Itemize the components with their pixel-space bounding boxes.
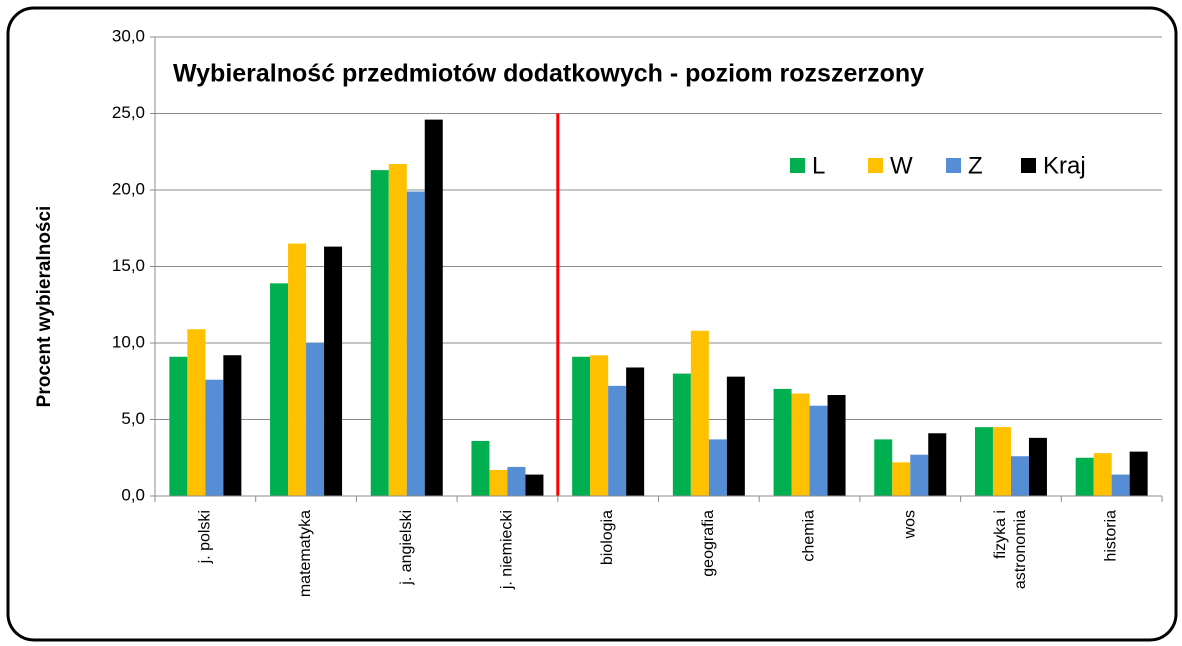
bar [1129,451,1148,496]
y-tick-label: 5,0 [121,409,145,428]
x-tick-label: wos [901,510,918,539]
bar [874,439,893,496]
bar [324,246,343,496]
x-tick-label: fizyka i astronomia [992,510,1029,589]
x-tick-label-line: wos [901,510,918,539]
bar [992,427,1011,496]
bar [471,440,490,496]
bar [827,395,846,496]
x-tick-label-line: biologia [599,510,616,565]
x-tick-label-line: j. polski [197,510,214,564]
legend-label: Kraj [1043,152,1086,179]
bar [892,462,911,496]
bar [1075,457,1094,496]
bar [388,163,407,497]
legend-swatch [790,158,805,173]
bar [1093,453,1112,496]
bar [424,119,443,497]
bar [928,433,947,496]
bar [690,330,709,496]
bar [726,376,745,496]
y-tick-label: 10,0 [112,332,145,351]
bar [525,474,544,496]
bar [974,427,993,496]
y-tick-label: 20,0 [112,179,145,198]
y-tick-label: 25,0 [112,103,145,122]
y-tick-label: 30,0 [112,26,145,45]
y-tick-label: 0,0 [121,485,145,504]
x-tick-label: j. polski [197,510,214,564]
legend-label: L [812,152,825,179]
legend-swatch [1021,158,1036,173]
x-tick-label: geografia [700,510,717,577]
bar [1111,474,1130,496]
bar [809,405,828,496]
x-tick-label: historia [1103,510,1120,562]
legend-label: Z [968,152,983,179]
bar [1028,437,1047,496]
bar [672,373,691,496]
y-tick-label: 15,0 [112,256,145,275]
y-axis-label: Procent wybieralności [34,206,55,408]
x-tick-label-line: geografia [700,510,717,577]
x-tick-label: chemia [801,510,818,562]
x-tick-label: matematyka [297,510,314,597]
bar [288,243,307,496]
legend-swatch [868,158,883,173]
bar [489,469,508,496]
bar [572,356,591,496]
bar [370,170,389,497]
chart-title: Wybieralność przedmiotów dodatkowych - p… [173,60,924,88]
legend-label: W [890,152,913,179]
x-tick-label: j. angielski [398,510,415,586]
x-tick-label-line: j. niemiecki [499,510,516,590]
x-tick-label-line: matematyka [297,510,314,597]
bar [223,355,242,496]
bar [608,385,627,496]
bar [205,379,224,496]
x-tick-label-line: j. angielski [398,510,415,586]
bar [169,356,188,496]
x-tick-label-line: astronomia [1012,510,1029,589]
legend-swatch [946,158,961,173]
bar [773,388,792,496]
x-tick-label-line: historia [1103,510,1120,562]
bar [270,283,289,496]
x-tick-label: j. niemiecki [499,510,516,590]
x-tick-label-line: fizyka i [992,510,1009,559]
bar [406,191,425,496]
x-tick-label-line: chemia [801,510,818,562]
bar [791,393,810,496]
bar [590,355,609,496]
x-tick-label: biologia [599,510,616,565]
bar [626,367,645,496]
bar [507,466,526,496]
bar [708,439,727,496]
bar [910,454,929,496]
bar [187,329,206,496]
bar [1010,456,1029,496]
bar [306,343,325,496]
